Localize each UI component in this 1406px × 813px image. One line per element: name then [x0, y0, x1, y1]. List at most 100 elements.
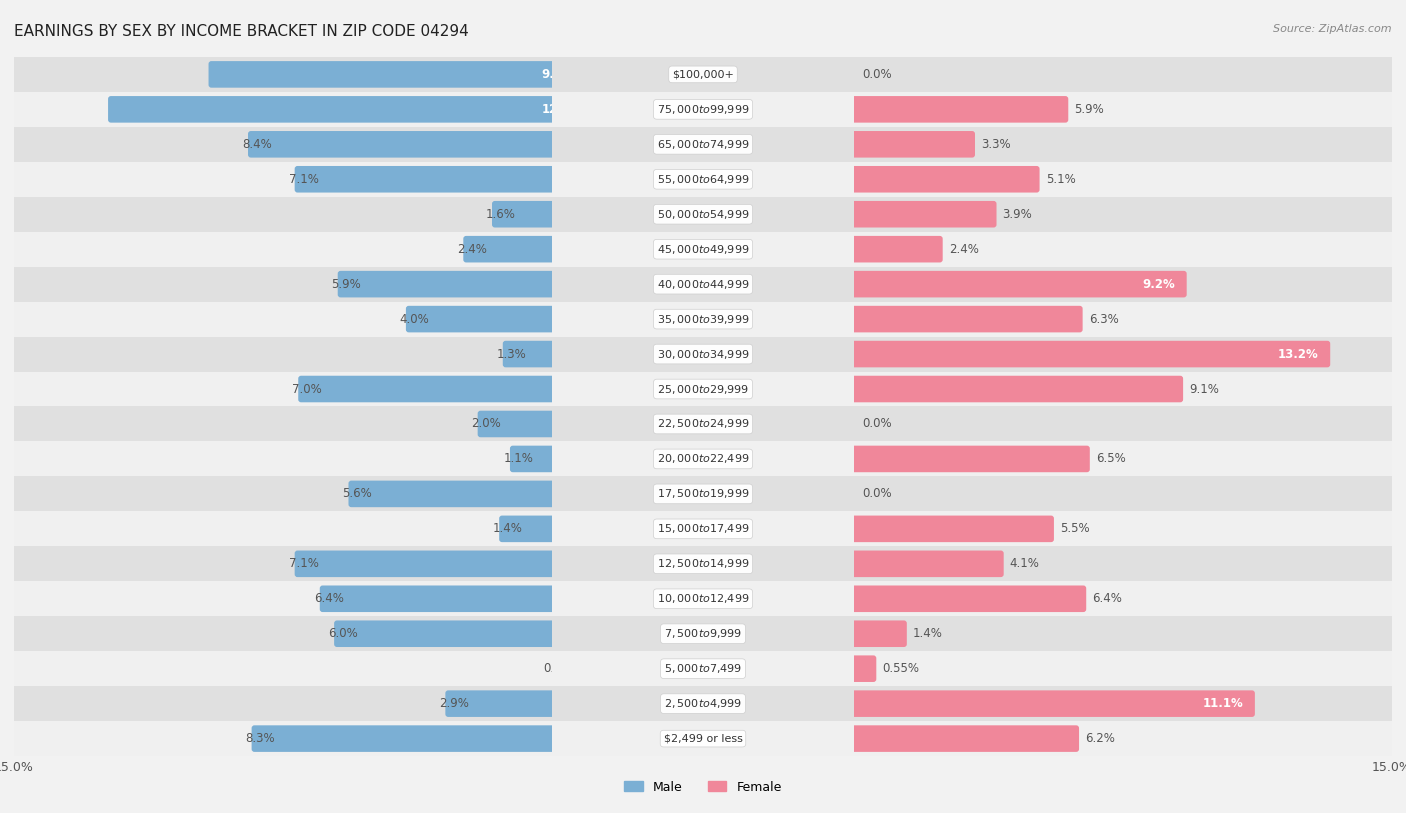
Text: 7.1%: 7.1% — [288, 558, 318, 570]
Text: $75,000 to $99,999: $75,000 to $99,999 — [657, 103, 749, 115]
Bar — [0, 651, 1406, 686]
Bar — [0, 546, 1406, 581]
Bar — [0, 92, 1406, 127]
FancyBboxPatch shape — [295, 166, 555, 193]
Bar — [0, 441, 1406, 476]
Bar — [0, 406, 1406, 441]
FancyBboxPatch shape — [851, 655, 876, 682]
Bar — [0, 57, 1406, 92]
Text: 6.5%: 6.5% — [1095, 453, 1126, 465]
Text: 4.0%: 4.0% — [399, 313, 430, 325]
Bar — [0, 127, 1406, 162]
Text: 0.0%: 0.0% — [543, 663, 574, 675]
Text: 3.9%: 3.9% — [1002, 208, 1032, 220]
FancyBboxPatch shape — [851, 166, 1039, 193]
Text: 5.9%: 5.9% — [1074, 103, 1104, 115]
FancyBboxPatch shape — [851, 201, 997, 228]
Bar — [0, 581, 1406, 616]
Text: $15,000 to $17,499: $15,000 to $17,499 — [657, 523, 749, 535]
Bar — [0, 546, 1406, 581]
Text: 11.1%: 11.1% — [1202, 698, 1243, 710]
Bar — [0, 92, 1406, 127]
Bar — [0, 197, 1406, 232]
Bar — [0, 476, 1406, 511]
Text: $50,000 to $54,999: $50,000 to $54,999 — [657, 208, 749, 220]
Bar — [0, 581, 1406, 616]
Text: 2.4%: 2.4% — [457, 243, 486, 255]
FancyBboxPatch shape — [208, 61, 555, 88]
Bar — [0, 372, 1406, 406]
Bar — [0, 372, 1406, 406]
Text: 3.3%: 3.3% — [981, 138, 1011, 150]
Text: 12.3%: 12.3% — [541, 103, 582, 115]
FancyBboxPatch shape — [335, 620, 555, 647]
FancyBboxPatch shape — [851, 341, 1330, 367]
Text: 8.3%: 8.3% — [246, 733, 276, 745]
Text: 1.6%: 1.6% — [486, 208, 516, 220]
Bar — [0, 686, 1406, 721]
Bar — [0, 651, 1406, 686]
Bar — [0, 232, 1406, 267]
Text: $12,500 to $14,999: $12,500 to $14,999 — [657, 558, 749, 570]
Text: $55,000 to $64,999: $55,000 to $64,999 — [657, 173, 749, 185]
Text: 5.5%: 5.5% — [1060, 523, 1090, 535]
Text: 5.6%: 5.6% — [343, 488, 373, 500]
Text: $20,000 to $22,499: $20,000 to $22,499 — [657, 453, 749, 465]
Bar — [0, 267, 1406, 302]
Text: 6.0%: 6.0% — [328, 628, 357, 640]
Bar — [0, 406, 1406, 441]
Text: 1.3%: 1.3% — [496, 348, 526, 360]
Bar — [0, 686, 1406, 721]
FancyBboxPatch shape — [851, 585, 1087, 612]
Text: 2.9%: 2.9% — [439, 698, 470, 710]
Bar — [0, 372, 1406, 406]
Bar — [0, 511, 1406, 546]
Text: 1.1%: 1.1% — [503, 453, 534, 465]
FancyBboxPatch shape — [446, 690, 555, 717]
Text: 2.0%: 2.0% — [471, 418, 502, 430]
Text: $40,000 to $44,999: $40,000 to $44,999 — [657, 278, 749, 290]
Bar — [0, 162, 1406, 197]
Text: 1.4%: 1.4% — [494, 523, 523, 535]
FancyBboxPatch shape — [851, 131, 974, 158]
Bar — [0, 511, 1406, 546]
Text: 2.4%: 2.4% — [949, 243, 979, 255]
FancyBboxPatch shape — [406, 306, 555, 333]
Bar — [0, 721, 1406, 756]
Bar — [0, 162, 1406, 197]
Text: 6.3%: 6.3% — [1088, 313, 1119, 325]
Bar — [0, 616, 1406, 651]
FancyBboxPatch shape — [499, 515, 555, 542]
Bar — [0, 476, 1406, 511]
Text: 9.5%: 9.5% — [541, 68, 575, 80]
FancyBboxPatch shape — [851, 236, 942, 263]
Text: $30,000 to $34,999: $30,000 to $34,999 — [657, 348, 749, 360]
Text: Source: ZipAtlas.com: Source: ZipAtlas.com — [1274, 24, 1392, 34]
Bar — [0, 92, 1406, 127]
Text: 9.2%: 9.2% — [1142, 278, 1175, 290]
Text: $100,000+: $100,000+ — [672, 69, 734, 80]
Text: 1.4%: 1.4% — [912, 628, 943, 640]
FancyBboxPatch shape — [851, 376, 1182, 402]
FancyBboxPatch shape — [478, 411, 555, 437]
Bar — [0, 441, 1406, 476]
Text: $65,000 to $74,999: $65,000 to $74,999 — [657, 138, 749, 150]
Bar — [0, 197, 1406, 232]
Text: 7.0%: 7.0% — [292, 383, 322, 395]
Text: $7,500 to $9,999: $7,500 to $9,999 — [664, 628, 742, 640]
Text: 5.1%: 5.1% — [1046, 173, 1076, 185]
FancyBboxPatch shape — [851, 690, 1256, 717]
Bar — [0, 581, 1406, 616]
Text: 13.2%: 13.2% — [1278, 348, 1319, 360]
Bar — [0, 616, 1406, 651]
FancyBboxPatch shape — [319, 585, 555, 612]
Bar — [0, 721, 1406, 756]
FancyBboxPatch shape — [851, 271, 1187, 298]
Bar — [0, 546, 1406, 581]
Text: $22,500 to $24,999: $22,500 to $24,999 — [657, 418, 749, 430]
FancyBboxPatch shape — [851, 550, 1004, 577]
FancyBboxPatch shape — [492, 201, 555, 228]
FancyBboxPatch shape — [298, 376, 555, 402]
Text: 7.1%: 7.1% — [288, 173, 318, 185]
Bar — [0, 337, 1406, 372]
